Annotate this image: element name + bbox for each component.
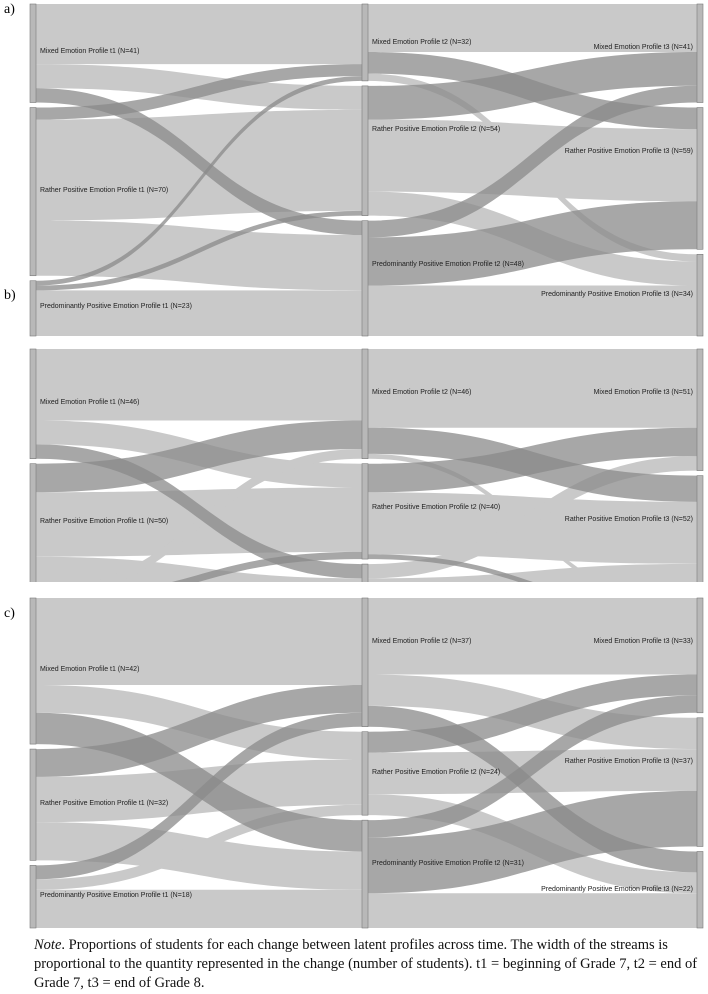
panel-a-letter: a) (4, 2, 15, 17)
panel-c-link-t1t2-0-0 (36, 598, 362, 685)
panel-c-link-t2t3-2-1 (368, 790, 697, 894)
panel-b-letter: b) (4, 288, 16, 303)
panel-a-t2-node-1-label: Rather Positive Emotion Profile t2 (N=54… (372, 125, 501, 133)
panel-b-t2-node-1-label: Rather Positive Emotion Profile t2 (N=40… (372, 503, 501, 511)
panel-b-svg (29, 348, 704, 582)
panel-c-t3-node-1-label: Rather Positive Emotion Profile t3 (N=37… (564, 757, 693, 765)
panel-a-t2-node-2 (361, 220, 369, 337)
panel-c-link-t2t3-2-2 (368, 893, 697, 928)
panel-b-link-t1t2-2-1 (171, 551, 362, 582)
panel-c-svg (29, 597, 704, 929)
panel-b-sankey: Mixed Emotion Profile t1 (N=46) Rather P… (0, 348, 708, 582)
panel-c-t2-node-2-label: Predominantly Positive Emotion Profile t… (372, 860, 524, 868)
figure-note: Note. Proportions of students for each c… (34, 936, 704, 993)
panel-a-link-t2t3-2-0 (368, 85, 697, 238)
panel-b-t1-node-1 (29, 463, 37, 582)
panel-b-link-t2t3-1-0 (368, 427, 697, 493)
panel-b-t2-node-0-label: Mixed Emotion Profile t2 (N=46) (372, 389, 472, 396)
panel-a-t2-node-0 (361, 3, 369, 82)
panel-a-t3-node-0 (696, 3, 704, 103)
note-label: Note (34, 937, 62, 953)
panel-c-link-t1t2-2-0 (36, 712, 362, 880)
panel-b-t2-node-0 (361, 348, 369, 459)
panel-b-t1-node-1-label: Rather Positive Emotion Profile t1 (N=50… (40, 518, 169, 526)
panel-c-link-t1t2-1-2 (36, 822, 362, 890)
panel-b-t3-node-0-label: Mixed Emotion Profile t3 (N=51) (593, 389, 693, 396)
panel-a-link-t1t2-2-2 (36, 290, 362, 336)
panel-a-t2-node-2-label: Predominantly Positive Emotion Profile t… (372, 260, 524, 268)
panel-a-link-t1t2-1-2 (36, 220, 362, 291)
panel-c-sankey: Mixed Emotion Profile t1 (N=42) Rather P… (0, 597, 708, 929)
panel-a-t3-node-2 (696, 253, 704, 337)
panel-c-t3-node-2 (696, 851, 704, 929)
panel-a-t1-node-0-label: Mixed Emotion Profile t1 (N=41) (40, 48, 140, 56)
panel-c-t2-node-1 (361, 731, 369, 816)
panel-a-link-t2t3-1-0 (368, 52, 697, 120)
panel-a-link-t2t3-2-2 (368, 285, 697, 336)
panel-c-t3-node-0 (696, 597, 704, 714)
panel-c-t2-node-0 (361, 597, 369, 727)
panel-b-t1-node-0 (29, 348, 37, 459)
panel-a-t1-node-2-label: Predominantly Positive Emotion Profile t… (40, 303, 192, 311)
panel-a-t3-node-1-label: Rather Positive Emotion Profile t3 (N=59… (564, 147, 693, 155)
panel-a-t3-node-0-label: Mixed Emotion Profile t3 (N=41) (593, 44, 693, 51)
panel-c-link-t1t2-2-2 (36, 889, 362, 928)
panel-a-t1-node-1 (29, 107, 37, 277)
panel-c-t1-node-1-label: Rather Positive Emotion Profile t1 (N=32… (40, 799, 169, 807)
panel-c-link-t2t3-1-0 (368, 674, 697, 753)
panel-a-link-t1t2-1-0 (36, 64, 362, 120)
panel-b-link-t2t3-2-0 (368, 456, 697, 579)
panel-c-t1-node-1 (29, 748, 37, 861)
panel-a-t2-node-1 (361, 85, 369, 216)
panel-b-t2-node-1 (361, 463, 369, 560)
panel-c-t2-node-1-label: Rather Positive Emotion Profile t2 (N=24… (372, 769, 501, 777)
panel-c-t1-node-2-label: Predominantly Positive Emotion Profile t… (40, 891, 192, 899)
panel-a-link-t1t2-0-0 (36, 4, 362, 65)
panel-c-t2-node-0-label: Mixed Emotion Profile t2 (N=37) (372, 638, 472, 645)
panel-b-t3-node-1 (696, 475, 704, 582)
panel-a-link-t2t3-0-0 (368, 4, 697, 53)
panel-c-link-t2t3-2-0 (368, 695, 697, 838)
panel-c-t3-node-0-label: Mixed Emotion Profile t3 (N=33) (593, 638, 693, 645)
panel-c-t1-node-2 (29, 865, 37, 929)
panel-a-t3-node-1 (696, 107, 704, 250)
panel-b-t3-node-1-label: Rather Positive Emotion Profile t3 (N=52… (564, 515, 693, 523)
panel-c-link-t1t2-2-1 (36, 804, 362, 890)
panel-b-t2-node-2 (361, 563, 369, 582)
panel-a-t1-node-2 (29, 280, 37, 337)
panel-b-link-t2t3-2-1 (368, 563, 697, 582)
panel-a-svg (29, 3, 704, 337)
panel-a-t2-node-0-label: Mixed Emotion Profile t2 (N=32) (372, 38, 472, 46)
panel-c-letter: c) (4, 606, 15, 621)
panel-c-link-t2t3-0-0 (368, 598, 697, 675)
panel-c-t3-node-1 (696, 717, 704, 847)
panel-b-link-t2t3-1-1 (368, 492, 697, 564)
panel-c-link-t2t3-0-2 (368, 705, 697, 873)
panel-a-link-t1t2-2-0 (36, 76, 362, 286)
panel-b-link-t2t3-0-0 (368, 349, 697, 428)
panel-c-t1-node-0-label: Mixed Emotion Profile t1 (N=42) (40, 666, 140, 674)
panel-a-t1-node-0 (29, 3, 37, 103)
panel-a-sankey: Mixed Emotion Profile t1 (N=41) Rather P… (0, 3, 708, 337)
panel-a-link-t2t3-2-1 (368, 201, 697, 286)
panel-c-t2-node-2 (361, 819, 369, 929)
panel-c-link-t1t2-1-0 (36, 684, 362, 777)
panel-b-link-t1t2-1-0 (36, 420, 362, 493)
panel-c-t1-node-0 (29, 597, 37, 745)
panel-a-link-t1t2-2-1 (36, 210, 362, 291)
note-text: . Proportions of students for each chang… (34, 937, 698, 991)
panel-b-t3-node-0 (696, 348, 704, 471)
panel-a-link-t1t2-0-2 (36, 88, 362, 236)
panel-b-link-t1t2-0-2 (36, 444, 362, 579)
panel-a-t3-node-2-label: Predominantly Positive Emotion Profile t… (541, 291, 693, 299)
panel-b-link-t1t2-0-0 (36, 349, 362, 421)
panel-b-t1-node-0-label: Mixed Emotion Profile t1 (N=46) (40, 398, 140, 406)
panel-c-t3-node-2-label: Predominantly Positive Emotion Profile t… (541, 885, 693, 893)
panel-b-link-t2t3-1-2 (368, 554, 533, 582)
panel-a-t1-node-1-label: Rather Positive Emotion Profile t1 (N=70… (40, 186, 169, 194)
